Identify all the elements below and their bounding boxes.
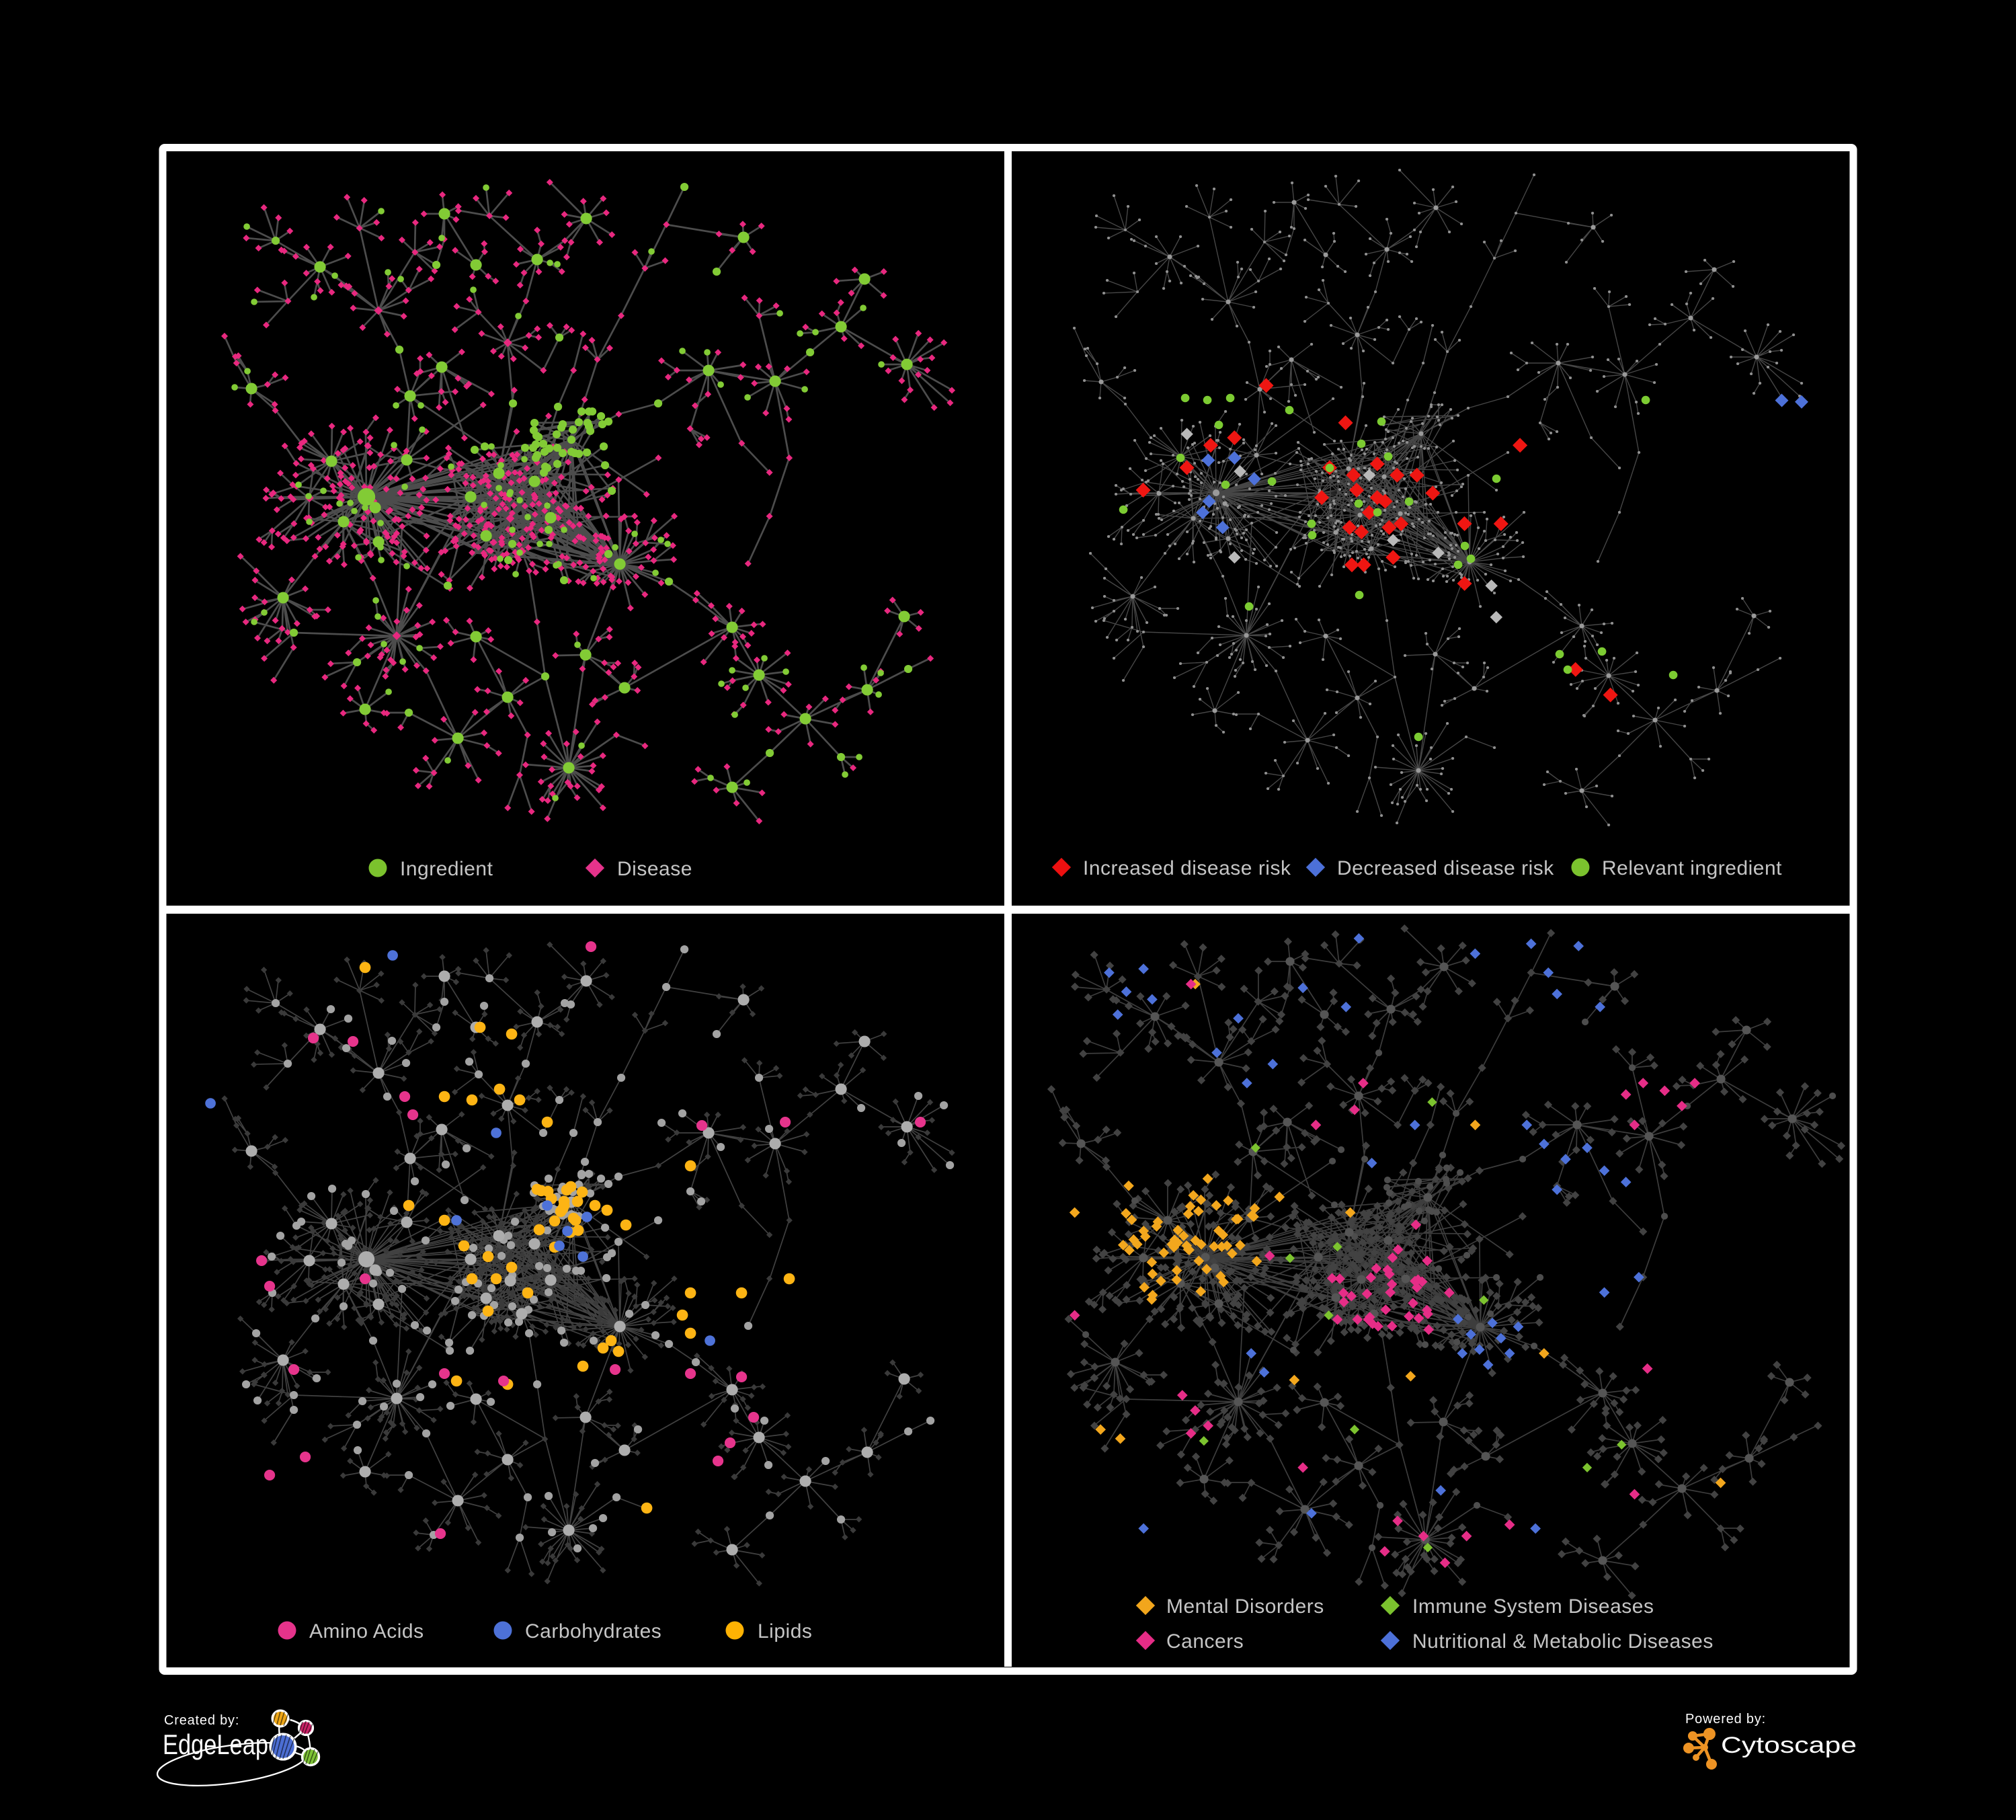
svg-text:Relevant ingredient: Relevant ingredient [1602, 857, 1782, 879]
svg-text:Nutritional & Metabolic Diseas: Nutritional & Metabolic Diseases [1412, 1630, 1713, 1653]
svg-text:Cancers: Cancers [1166, 1630, 1244, 1653]
svg-text:Decreased disease risk: Decreased disease risk [1337, 857, 1554, 879]
svg-text:Created by:: Created by: [164, 1713, 239, 1728]
svg-text:Carbohydrates: Carbohydrates [525, 1620, 661, 1643]
svg-text:Mental Disorders: Mental Disorders [1166, 1595, 1324, 1618]
svg-text:Immune System Diseases: Immune System Diseases [1412, 1595, 1654, 1618]
svg-text:Ingredient: Ingredient [400, 858, 493, 880]
svg-text:Increased disease risk: Increased disease risk [1083, 857, 1291, 879]
svg-text:EdgeLeap: EdgeLeap [163, 1729, 268, 1760]
svg-text:Amino Acids: Amino Acids [309, 1620, 424, 1643]
svg-text:Cytoscape: Cytoscape [1721, 1733, 1857, 1758]
svg-text:Disease: Disease [617, 858, 692, 880]
svg-text:Lipids: Lipids [758, 1620, 812, 1643]
svg-text:Powered by:: Powered by: [1685, 1712, 1766, 1727]
